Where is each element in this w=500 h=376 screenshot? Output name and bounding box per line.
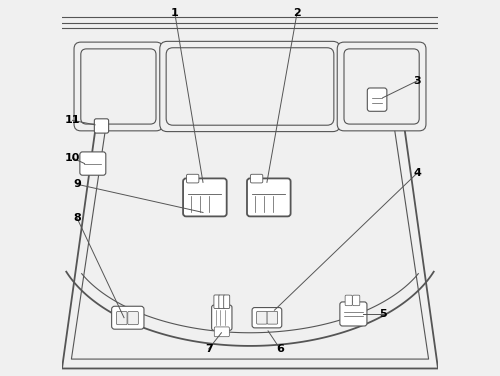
FancyBboxPatch shape xyxy=(94,119,108,133)
Text: 8: 8 xyxy=(73,213,81,223)
FancyBboxPatch shape xyxy=(183,179,226,217)
FancyBboxPatch shape xyxy=(166,48,334,125)
Text: 2: 2 xyxy=(293,8,301,18)
FancyBboxPatch shape xyxy=(352,295,360,306)
FancyBboxPatch shape xyxy=(160,41,340,132)
FancyBboxPatch shape xyxy=(80,152,106,175)
FancyBboxPatch shape xyxy=(337,42,426,131)
FancyBboxPatch shape xyxy=(214,327,230,337)
Text: 5: 5 xyxy=(380,309,388,319)
FancyBboxPatch shape xyxy=(128,311,138,324)
FancyBboxPatch shape xyxy=(214,295,220,308)
Text: 7: 7 xyxy=(205,344,212,354)
FancyBboxPatch shape xyxy=(344,49,419,124)
Text: 3: 3 xyxy=(414,76,421,86)
FancyBboxPatch shape xyxy=(247,179,290,217)
FancyBboxPatch shape xyxy=(340,302,367,326)
FancyBboxPatch shape xyxy=(267,311,278,324)
FancyBboxPatch shape xyxy=(256,311,267,324)
Text: 9: 9 xyxy=(73,179,81,189)
FancyBboxPatch shape xyxy=(186,174,199,183)
FancyBboxPatch shape xyxy=(74,42,163,131)
Text: 4: 4 xyxy=(414,168,422,178)
FancyBboxPatch shape xyxy=(212,305,232,331)
FancyBboxPatch shape xyxy=(112,306,144,329)
Text: 6: 6 xyxy=(276,344,284,354)
FancyBboxPatch shape xyxy=(368,88,387,111)
FancyBboxPatch shape xyxy=(345,295,352,306)
Text: 1: 1 xyxy=(171,8,178,18)
FancyBboxPatch shape xyxy=(116,311,127,324)
Text: 10: 10 xyxy=(65,153,80,163)
FancyBboxPatch shape xyxy=(252,308,282,328)
FancyBboxPatch shape xyxy=(224,295,230,308)
FancyBboxPatch shape xyxy=(250,174,263,183)
FancyBboxPatch shape xyxy=(81,49,156,124)
Text: 11: 11 xyxy=(65,115,80,125)
FancyBboxPatch shape xyxy=(219,295,225,308)
